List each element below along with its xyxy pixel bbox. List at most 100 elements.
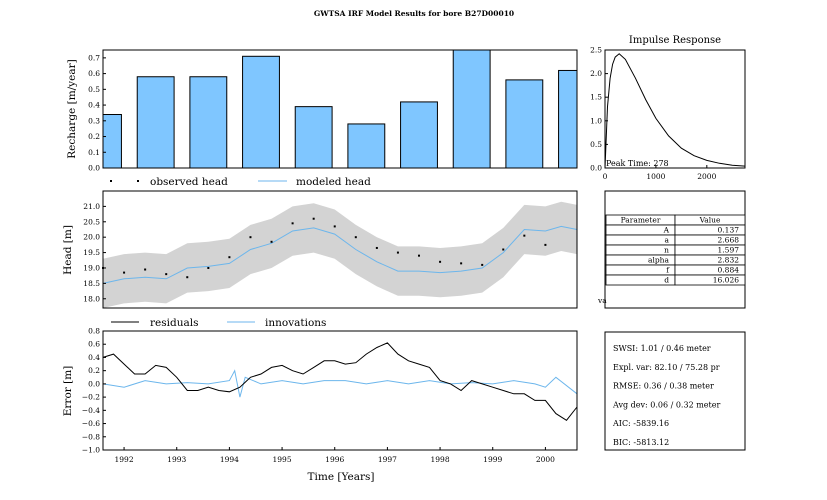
stats-line: Avg dev: 0.06 / 0.32 meter xyxy=(612,400,720,409)
observed-head-point xyxy=(228,256,231,259)
recharge-bar xyxy=(294,106,333,169)
error-ytick-label: 0.2 xyxy=(88,366,100,375)
impulse-peak-label: Peak Time: 278 xyxy=(606,159,669,168)
error-ytick-label: 0.6 xyxy=(88,340,100,349)
head-confidence-band xyxy=(103,201,577,308)
observed-head-point xyxy=(418,254,420,257)
head-plot xyxy=(102,201,578,308)
legend-innovations-label: innovations xyxy=(265,317,326,329)
param-value: 2.668 xyxy=(718,236,740,245)
params-cell xyxy=(605,264,676,276)
observed-head-point xyxy=(312,217,315,220)
param-name: f xyxy=(666,266,670,275)
recharge-bar xyxy=(102,114,122,169)
param-value: 2.832 xyxy=(718,256,740,265)
recharge-ytick-label: 0.4 xyxy=(88,101,100,110)
error-ytick-label: −0.4 xyxy=(82,406,100,415)
error-ytick-label: −1.0 xyxy=(82,446,100,455)
head-ytick-label: 18.5 xyxy=(83,279,100,288)
residuals-line xyxy=(102,342,578,421)
recharge-bar xyxy=(189,76,228,169)
impulse-ytick-label: 2.0 xyxy=(590,69,602,78)
impulse-response-line xyxy=(604,53,746,169)
impulse-ytick-label: 1.5 xyxy=(590,93,602,102)
impulse-plot xyxy=(604,53,746,169)
error-ytick-label: 0.0 xyxy=(88,379,100,388)
recharge-ylabel: Recharge [m/year] xyxy=(66,59,78,158)
error-xticks: 1992 1993 1994 1995 1996 1997 1998 1999 2000 xyxy=(115,447,555,464)
stats-line: Expl. var: 82.10 / 75.28 pr xyxy=(613,363,720,372)
error-yticks: 0.8 0.6 0.4 0.2 0.0 −0.2 −0.4 −0.6 −0.8 −1.0 xyxy=(82,327,106,455)
observed-head-point xyxy=(291,222,294,225)
param-name: a xyxy=(665,236,670,245)
legend-residuals-label: residuals xyxy=(150,317,198,329)
param-name: A xyxy=(663,226,670,235)
params-header-value: Value xyxy=(699,216,721,225)
error-ytick-label: −0.6 xyxy=(82,419,100,428)
stats-lines: SWSI: 1.01 / 0.46 meter Expl. var: 82.10 … xyxy=(612,344,720,447)
recharge-ytick-label: 0.7 xyxy=(88,53,100,62)
error-ytick-label: 0.4 xyxy=(88,353,100,362)
impulse-axes-frame xyxy=(604,49,746,169)
error-xtick-label: 1992 xyxy=(115,455,134,464)
error-xtick-label: 1999 xyxy=(483,455,502,464)
legend-modeled-label: modeled head xyxy=(296,176,371,188)
impulse-ytick-label: 0.0 xyxy=(590,164,602,173)
params-table: Parameter Value A 0.137 a 2.668 n 1.597 alpha 2.8… xyxy=(605,214,746,286)
error-ytick-label: −0.2 xyxy=(82,393,100,402)
stats-line: BIC: -5813.12 xyxy=(613,438,669,447)
impulse-title: Impulse Response xyxy=(629,35,721,46)
head-ytick-label: 19.5 xyxy=(83,248,100,257)
error-ytick-label: −0.8 xyxy=(82,432,100,441)
params-cell xyxy=(674,274,746,286)
innovations-line xyxy=(102,369,578,398)
recharge-yticks: 0.0 0.1 0.2 0.3 0.4 0.5 0.6 0.7 xyxy=(88,53,106,173)
observed-head-point xyxy=(165,273,168,276)
recharge-ytick-label: 0.5 xyxy=(88,85,100,94)
head-ytick-label: 20.5 xyxy=(83,217,100,226)
error-axes-frame xyxy=(102,330,578,451)
stats-axes-frame xyxy=(604,331,746,451)
impulse-xtick-label: 0 xyxy=(603,172,608,181)
recharge-panel: Recharge [m/year] 0.00.10.20.30.40.50.60… xyxy=(66,49,578,173)
recharge-bar xyxy=(400,101,438,169)
error-xtick-label: 1995 xyxy=(273,455,292,464)
recharge-bars xyxy=(102,49,578,169)
recharge-bar xyxy=(242,55,280,169)
impulse-xtick-label: 1000 xyxy=(646,172,665,181)
observed-head-point xyxy=(460,262,463,265)
param-value: 0.884 xyxy=(718,266,740,275)
head-ytick-label: 19.0 xyxy=(83,263,100,272)
observed-head-point xyxy=(270,240,273,243)
observed-head-point xyxy=(249,236,252,239)
error-legend: residuals innovations xyxy=(111,317,326,329)
observed-head-point xyxy=(396,251,399,254)
observed-head-point xyxy=(502,248,505,251)
stats-line: AIC: -5839.16 xyxy=(612,419,669,428)
params-panel: va Parameter Value A 0.137 a 2.668 n 1.597 alpha… xyxy=(597,190,746,309)
legend-observed-label: observed head xyxy=(150,176,228,188)
observed-head-point xyxy=(544,243,547,246)
recharge-axes-frame xyxy=(102,49,578,169)
recharge-bar xyxy=(505,79,544,169)
observed-head-point xyxy=(186,276,189,279)
param-name: d xyxy=(664,276,669,285)
impulse-panel: Impulse Response 0.0 0.5 1.0 1.5 2.0 2.5 0 100… xyxy=(590,35,746,181)
error-xtick-label: 2000 xyxy=(536,455,555,464)
recharge-ytick-label: 0.3 xyxy=(88,116,100,125)
observed-head-point xyxy=(144,268,147,271)
param-name: alpha xyxy=(648,256,670,265)
error-plot xyxy=(102,342,578,421)
recharge-ytick-label: 0.2 xyxy=(88,132,100,141)
error-xtick-label: 1996 xyxy=(325,455,344,464)
recharge-bar xyxy=(452,49,491,169)
stats-panel: SWSI: 1.01 / 0.46 meter Expl. var: 82.10 … xyxy=(604,331,746,451)
error-ytick-label: 0.8 xyxy=(88,327,100,336)
params-cut-label: va xyxy=(597,296,607,305)
observed-head-point xyxy=(481,263,484,266)
observed-head-point xyxy=(123,271,126,274)
error-xtick-label: 1997 xyxy=(378,455,397,464)
head-panel: Head [m] 18.0 18.5 19.0 19.5 20.0 20.5 21.0 ob… xyxy=(62,176,578,309)
observed-head-point xyxy=(375,246,378,249)
